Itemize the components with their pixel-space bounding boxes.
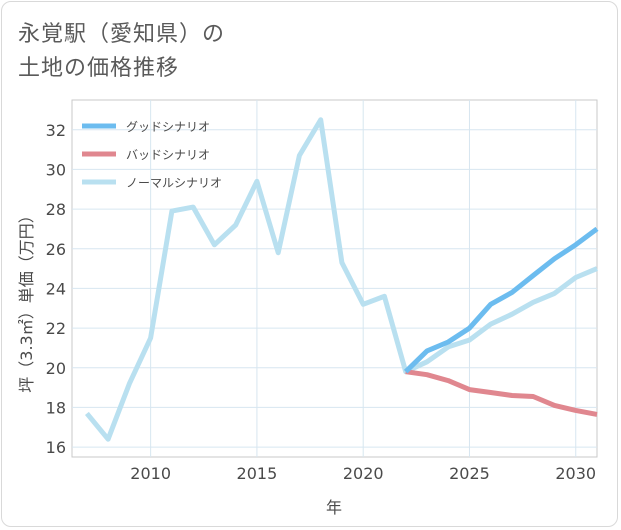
y-tick-label: 16 <box>46 438 66 457</box>
legend-label-bad: バッドシナリオ <box>126 148 210 162</box>
x-tick-label: 2025 <box>449 464 490 483</box>
chart-title: 永覚駅（愛知県）の 土地の価格推移 <box>18 18 225 86</box>
y-tick-label: 22 <box>46 319 66 338</box>
axis-ticks: 2010 2015 2020 2025 2030 16 18 20 22 24 26 28 30 32 <box>46 121 596 483</box>
y-axis-label: 坪（3.3㎡）単価（万円） <box>17 207 36 392</box>
x-axis-label: 年 <box>326 498 342 517</box>
series-line-good <box>403 226 599 374</box>
y-tick-label: 24 <box>46 279 66 298</box>
y-tick-label: 28 <box>46 200 66 219</box>
y-tick-label: 18 <box>46 398 66 417</box>
legend-label-normal: ノーマルシナリオ <box>126 176 222 190</box>
x-tick-label: 2020 <box>343 464 384 483</box>
y-tick-label: 26 <box>46 240 66 259</box>
x-tick-label: 2015 <box>237 464 278 483</box>
chart-title-line-1: 永覚駅（愛知県）の <box>18 22 226 47</box>
series-layer <box>84 117 599 442</box>
y-tick-label: 32 <box>46 121 66 140</box>
series-line-normal <box>84 117 598 442</box>
y-tick-label: 30 <box>46 160 66 179</box>
x-tick-label: 2030 <box>555 464 596 483</box>
y-tick-label: 20 <box>46 359 66 378</box>
series-line-bad <box>405 369 598 417</box>
chart-title-line-2: 土地の価格推移 <box>18 56 180 81</box>
legend-label-good: グッドシナリオ <box>126 120 210 134</box>
x-tick-label: 2010 <box>130 464 171 483</box>
